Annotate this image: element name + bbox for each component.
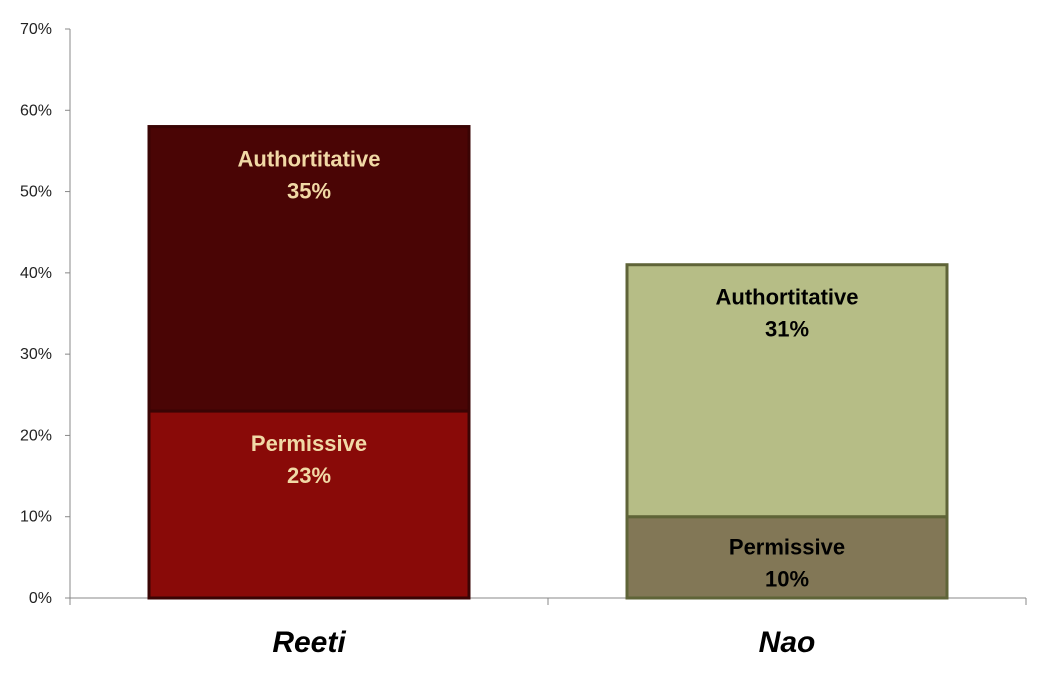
y-tick-label: 70% <box>20 21 52 38</box>
bar-reeti-permissive <box>147 409 471 600</box>
segment-name-label: Permissive <box>729 535 845 560</box>
y-tick-label: 20% <box>20 427 52 444</box>
x-category-label: Reeti <box>272 626 346 659</box>
segment-value-label: 31% <box>765 317 809 342</box>
y-tick-label: 10% <box>20 509 52 526</box>
y-axis: 0% 10% 20% 30% 40% 50% 60% 70% <box>20 21 71 607</box>
segment-name-label: Authortitative <box>716 285 859 310</box>
bar-nao-authortitative <box>625 263 949 519</box>
bar-nao-permissive <box>625 515 949 600</box>
segment-value-label: 10% <box>765 567 809 592</box>
y-tick-label: 50% <box>20 184 52 201</box>
segment-name-label: Permissive <box>251 431 367 456</box>
bar-reeti-authortitative <box>147 125 471 413</box>
segment-value-label: 35% <box>287 179 331 204</box>
y-tick-label: 60% <box>20 102 52 119</box>
segment-value-label: 23% <box>287 463 331 488</box>
y-tick-label: 30% <box>20 346 52 363</box>
y-tick-label: 40% <box>20 265 52 282</box>
segment-name-label: Authortitative <box>238 147 381 172</box>
x-category-label: Nao <box>759 626 816 659</box>
x-axis: Reeti Nao <box>69 597 1027 659</box>
y-tick-label: 0% <box>29 590 52 607</box>
bars <box>147 125 949 600</box>
data-labels: Permissive 23% Authortitative 35% Permissive… <box>238 147 859 592</box>
